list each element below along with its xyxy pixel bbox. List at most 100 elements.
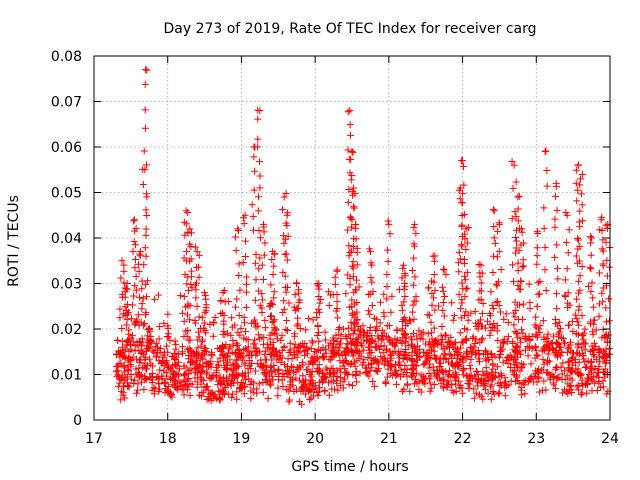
data-point bbox=[131, 256, 139, 264]
data-point bbox=[423, 350, 431, 358]
data-point bbox=[533, 260, 541, 268]
data-point bbox=[171, 337, 179, 345]
data-point bbox=[456, 384, 464, 392]
data-point bbox=[150, 384, 158, 392]
data-point bbox=[187, 267, 195, 275]
data-point bbox=[268, 356, 276, 364]
data-point bbox=[456, 329, 464, 337]
data-point bbox=[315, 337, 323, 345]
data-point bbox=[408, 365, 416, 373]
data-point bbox=[425, 364, 433, 372]
data-point bbox=[490, 223, 498, 231]
data-point bbox=[531, 321, 539, 329]
data-point bbox=[232, 372, 240, 380]
data-point bbox=[347, 324, 355, 332]
data-point bbox=[512, 234, 520, 242]
data-point bbox=[242, 288, 250, 296]
data-point bbox=[542, 386, 550, 394]
data-point bbox=[575, 303, 583, 311]
data-point bbox=[430, 351, 438, 359]
x-tick-label: 20 bbox=[306, 431, 324, 447]
data-point bbox=[219, 341, 227, 349]
data-point bbox=[346, 361, 354, 369]
data-point bbox=[482, 370, 490, 378]
data-point bbox=[233, 364, 241, 372]
data-point bbox=[246, 380, 254, 388]
data-point bbox=[346, 121, 354, 129]
data-point bbox=[137, 350, 145, 358]
data-point bbox=[456, 305, 464, 313]
data-point bbox=[592, 326, 600, 334]
data-point bbox=[201, 289, 209, 297]
data-point bbox=[549, 346, 557, 354]
data-point bbox=[159, 353, 167, 361]
data-point bbox=[239, 258, 247, 266]
data-point bbox=[442, 355, 450, 363]
data-point bbox=[158, 372, 166, 380]
data-point bbox=[406, 387, 414, 395]
data-point bbox=[269, 344, 277, 352]
data-point bbox=[132, 389, 140, 397]
data-point bbox=[135, 267, 143, 275]
data-point bbox=[477, 279, 485, 287]
data-point bbox=[221, 381, 229, 389]
data-point bbox=[251, 340, 259, 348]
data-point bbox=[370, 357, 378, 365]
y-tick-label: 0.08 bbox=[51, 49, 82, 65]
data-point bbox=[290, 344, 298, 352]
data-point bbox=[240, 372, 248, 380]
data-point bbox=[477, 295, 485, 303]
data-point bbox=[199, 376, 207, 384]
data-point bbox=[366, 290, 374, 298]
data-point bbox=[461, 235, 469, 243]
data-point bbox=[255, 380, 263, 388]
data-point bbox=[398, 274, 406, 282]
data-point bbox=[294, 365, 302, 373]
data-point bbox=[537, 366, 545, 374]
data-point bbox=[476, 287, 484, 295]
data-point bbox=[456, 255, 464, 263]
data-point bbox=[514, 193, 522, 201]
data-point bbox=[507, 364, 515, 372]
data-point bbox=[335, 331, 343, 339]
data-point bbox=[283, 222, 291, 230]
data-point bbox=[517, 350, 525, 358]
data-point bbox=[413, 332, 421, 340]
data-point bbox=[573, 197, 581, 205]
data-point bbox=[180, 376, 188, 384]
data-point bbox=[242, 280, 250, 288]
data-point bbox=[474, 371, 482, 379]
data-point bbox=[232, 233, 240, 241]
data-point bbox=[218, 309, 226, 317]
data-point bbox=[256, 254, 264, 262]
data-point bbox=[367, 274, 375, 282]
data-point bbox=[438, 322, 446, 330]
data-point bbox=[266, 312, 274, 320]
data-point bbox=[299, 372, 307, 380]
data-point bbox=[508, 215, 516, 223]
data-point bbox=[495, 373, 503, 381]
data-point bbox=[576, 207, 584, 215]
data-point bbox=[254, 115, 262, 123]
data-point bbox=[120, 261, 128, 269]
x-tick-label: 17 bbox=[85, 431, 103, 447]
data-point bbox=[255, 227, 263, 235]
data-point bbox=[540, 224, 548, 232]
data-point bbox=[364, 332, 372, 340]
data-point bbox=[234, 227, 242, 235]
data-point bbox=[590, 352, 598, 360]
data-point bbox=[191, 319, 199, 327]
data-point bbox=[279, 268, 287, 276]
data-point bbox=[412, 347, 420, 355]
data-point bbox=[146, 337, 154, 345]
data-point bbox=[131, 216, 139, 224]
data-point bbox=[258, 261, 266, 269]
data-point bbox=[563, 388, 571, 396]
data-point bbox=[335, 324, 343, 332]
data-point bbox=[324, 288, 332, 296]
data-point bbox=[181, 382, 189, 390]
data-point bbox=[536, 277, 544, 285]
data-point bbox=[403, 365, 411, 373]
data-point bbox=[591, 379, 599, 387]
data-point bbox=[253, 385, 261, 393]
